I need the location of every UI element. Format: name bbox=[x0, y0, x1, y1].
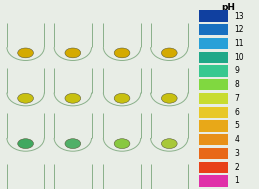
Text: 10: 10 bbox=[234, 53, 244, 62]
Ellipse shape bbox=[18, 139, 33, 149]
Text: pH: pH bbox=[221, 3, 235, 12]
Ellipse shape bbox=[65, 93, 81, 103]
Text: 13: 13 bbox=[234, 12, 244, 21]
Ellipse shape bbox=[18, 93, 33, 103]
Ellipse shape bbox=[114, 93, 130, 103]
Bar bbox=[199, 107, 228, 118]
Text: 2: 2 bbox=[234, 163, 239, 172]
Ellipse shape bbox=[18, 48, 33, 58]
Ellipse shape bbox=[65, 48, 81, 58]
Ellipse shape bbox=[65, 139, 81, 149]
Text: 6: 6 bbox=[234, 108, 239, 117]
Text: 4: 4 bbox=[234, 135, 239, 144]
Text: 8: 8 bbox=[234, 80, 239, 89]
Bar bbox=[199, 120, 228, 132]
Ellipse shape bbox=[161, 139, 177, 149]
Text: 3: 3 bbox=[234, 149, 239, 158]
Bar bbox=[199, 52, 228, 63]
Bar bbox=[199, 24, 228, 35]
Text: 9: 9 bbox=[234, 67, 239, 75]
Bar bbox=[199, 148, 228, 159]
Text: 12: 12 bbox=[234, 25, 244, 34]
Ellipse shape bbox=[161, 48, 177, 58]
Text: 7: 7 bbox=[234, 94, 239, 103]
Bar bbox=[199, 134, 228, 145]
Bar bbox=[199, 10, 228, 22]
Text: 11: 11 bbox=[234, 39, 244, 48]
Bar bbox=[199, 175, 228, 187]
Text: 1: 1 bbox=[234, 176, 239, 185]
Bar bbox=[199, 162, 228, 173]
Bar bbox=[199, 65, 228, 77]
Ellipse shape bbox=[161, 93, 177, 103]
Bar bbox=[199, 79, 228, 90]
Text: 5: 5 bbox=[234, 122, 239, 130]
Bar bbox=[199, 38, 228, 49]
Ellipse shape bbox=[114, 139, 130, 149]
Ellipse shape bbox=[114, 48, 130, 58]
Bar bbox=[199, 93, 228, 104]
